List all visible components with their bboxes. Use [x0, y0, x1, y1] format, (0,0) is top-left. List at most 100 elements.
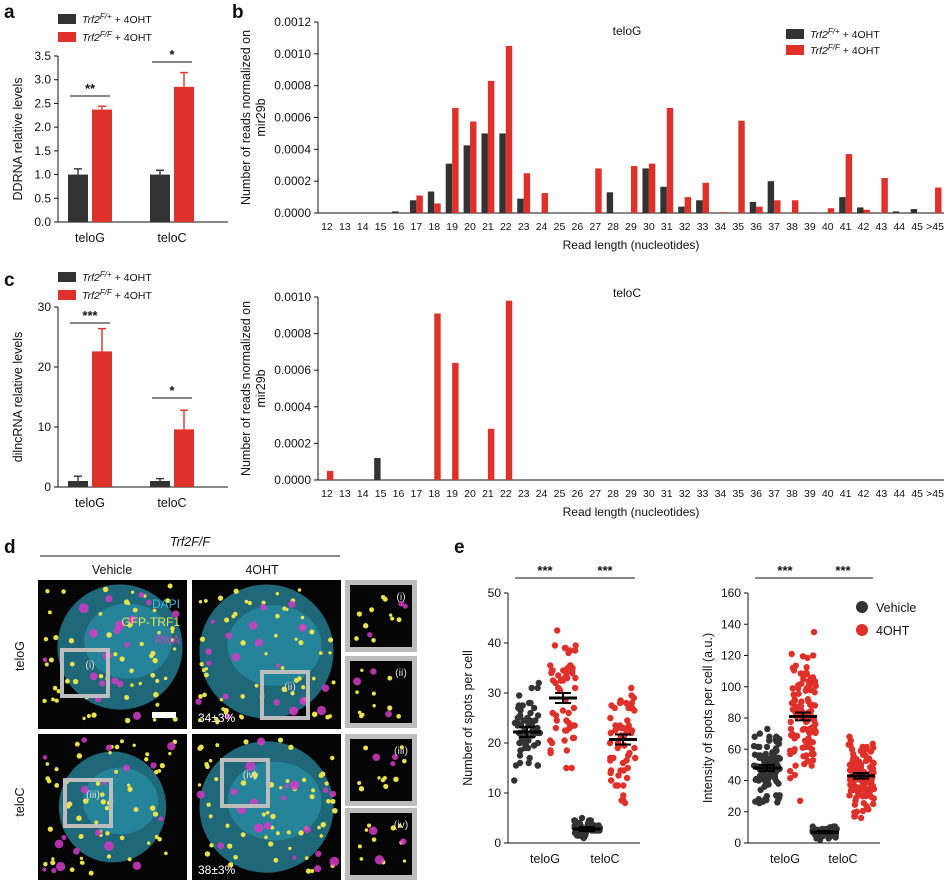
chart-e-spots-intensity: 0 20 40 60 80 100 120 140 160 Intensity of spots … [701, 563, 916, 866]
e2-data-point [787, 774, 794, 782]
micro-4oht-teloc-gfp-spot [264, 835, 268, 840]
micro-4oht-telog-rna-spot [195, 698, 202, 705]
micro-zoom-box-label: (ii) [284, 681, 296, 693]
e1-data-point [607, 714, 614, 722]
e1-data-point [511, 777, 518, 784]
e2-data-point [808, 762, 815, 769]
c-category-label: teloC [157, 496, 186, 510]
e2-data-point [859, 781, 866, 789]
a-bar [150, 174, 170, 222]
e2-data-point [790, 748, 798, 755]
micro-vehicle-telog-gfp-spot [152, 608, 157, 613]
e1-data-point [517, 747, 524, 754]
micro-inset-4-gfp-spot [364, 828, 369, 832]
micro-zoom-box-label: (i) [85, 659, 94, 671]
e2-data-point [865, 755, 873, 762]
b-bar [791, 200, 799, 213]
micro-zoom-box-label: (iii) [86, 789, 100, 801]
micro-vehicle-teloc-rna-spot [81, 737, 88, 743]
b-bar [445, 163, 453, 213]
e2-data-point [764, 725, 771, 733]
micro-inset-3-rna-spot [391, 754, 398, 761]
e2-data-point [786, 767, 794, 775]
micro-4oht-telog-gfp-spot [294, 677, 300, 683]
micro-vehicle-telog-rna-spot [42, 657, 48, 663]
micro-vehicle-telog-rna-spot [89, 672, 98, 681]
micro-vehicle-telog-gfp-spot [47, 610, 52, 615]
b-bar [416, 195, 423, 213]
micro-row-teloc: teloC [13, 787, 27, 816]
c-legend-4oht-swatch [58, 290, 76, 300]
b2-x-tick-label: 40 [822, 488, 834, 500]
micro-vehicle-telog-gfp-spot [170, 638, 175, 642]
b-y-title: Number of reads normalized on [239, 30, 253, 205]
e2-data-point [856, 764, 863, 772]
b-x-tick-label: 22 [500, 221, 512, 233]
e1-significance-stars: *** [537, 563, 553, 578]
micro-inset-3-gfp-spot [380, 777, 386, 783]
e1-data-point [624, 717, 631, 724]
micro-4oht-telog-gfp-spot [275, 613, 280, 619]
micro-4oht-teloc-gfp-spot [330, 755, 335, 761]
micro-vehicle-teloc-rna-spot [104, 841, 114, 851]
e2-data-point [807, 686, 815, 694]
a-y-tick-label: 3.0 [34, 73, 51, 87]
e2-data-point [800, 672, 807, 680]
micro-vehicle-telog-gfp-spot [124, 695, 130, 701]
b-x-tick-label: 28 [607, 221, 619, 233]
e1-data-point [628, 699, 636, 707]
micro-vehicle-telog-gfp-spot [167, 583, 173, 589]
e2-data-point [761, 782, 769, 790]
micro-inset-3-gfp-spot [358, 786, 365, 792]
chart-b-teloc-reads: 0.0000 0.0002 0.0004 0.0006 0.0008 0.0010 12 13… [239, 286, 944, 519]
e1-data-point [572, 647, 579, 654]
micro-vehicle-teloc-gfp-spot [76, 753, 83, 759]
micro-inset-1-rna-spot [402, 603, 408, 609]
micro-percent-teloc: 38±3% [198, 863, 236, 877]
e1-data-point [562, 644, 569, 652]
b-bar [505, 45, 513, 213]
micro-vehicle-teloc-rna-spot [167, 742, 176, 751]
a-bar [92, 109, 112, 222]
b-bar [595, 168, 602, 213]
b2-x-tick-label: 22 [500, 488, 512, 500]
b-x-tick-label: 32 [679, 221, 691, 233]
micro-4oht-teloc-rna-spot [289, 780, 300, 790]
e2-y-tick-label: 0 [734, 836, 741, 850]
b2-bar [434, 313, 441, 480]
e1-category-label: teloG [530, 852, 560, 866]
b-bar [427, 191, 435, 213]
e1-data-point [563, 747, 571, 754]
micro-inset-3-gfp-spot [377, 776, 381, 780]
micro-inset-2-rna-spot [385, 710, 392, 718]
micro-vehicle-telog-gfp-spot [102, 586, 109, 593]
micro-4oht-telog-gfp-spot [233, 588, 239, 594]
b2-title: teloC [613, 286, 641, 300]
e1-data-point [584, 819, 592, 827]
e2-data-point [859, 807, 867, 815]
micro-vehicle-telog-gfp-spot [129, 668, 134, 674]
micro-4oht-teloc-gfp-spot [317, 825, 321, 830]
micro-4oht-teloc-gfp-spot [309, 794, 315, 800]
e2-data-point [810, 750, 817, 758]
micro-4oht-teloc-gfp-spot [204, 762, 209, 767]
micro-vehicle-telog-gfp-spot [98, 673, 104, 679]
micro-vehicle-teloc-rna-spot [158, 816, 164, 822]
micro-vehicle-telog-gfp-spot [86, 713, 91, 718]
b-x-tick-label: 45 [911, 221, 923, 233]
e1-data-point [568, 764, 575, 772]
c-legend-vehicle-swatch [58, 272, 76, 282]
e2-data-point [806, 701, 814, 708]
micro-4oht-teloc-gfp-spot [319, 834, 324, 838]
b-bar [827, 208, 835, 213]
e2-data-point [787, 731, 795, 739]
micro-4oht-telog-rna-spot [260, 603, 267, 611]
micro-vehicle-teloc-gfp-spot [132, 743, 136, 747]
b-bar [487, 80, 495, 214]
micro-4oht-teloc-gfp-spot [227, 843, 233, 849]
micro-vehicle-teloc-gfp-spot [69, 867, 75, 873]
e2-data-point [867, 748, 875, 755]
b-x-title: Read length (nucleotides) [563, 238, 700, 252]
e1-category-label: teloC [590, 852, 619, 866]
e1-data-point [571, 684, 579, 692]
